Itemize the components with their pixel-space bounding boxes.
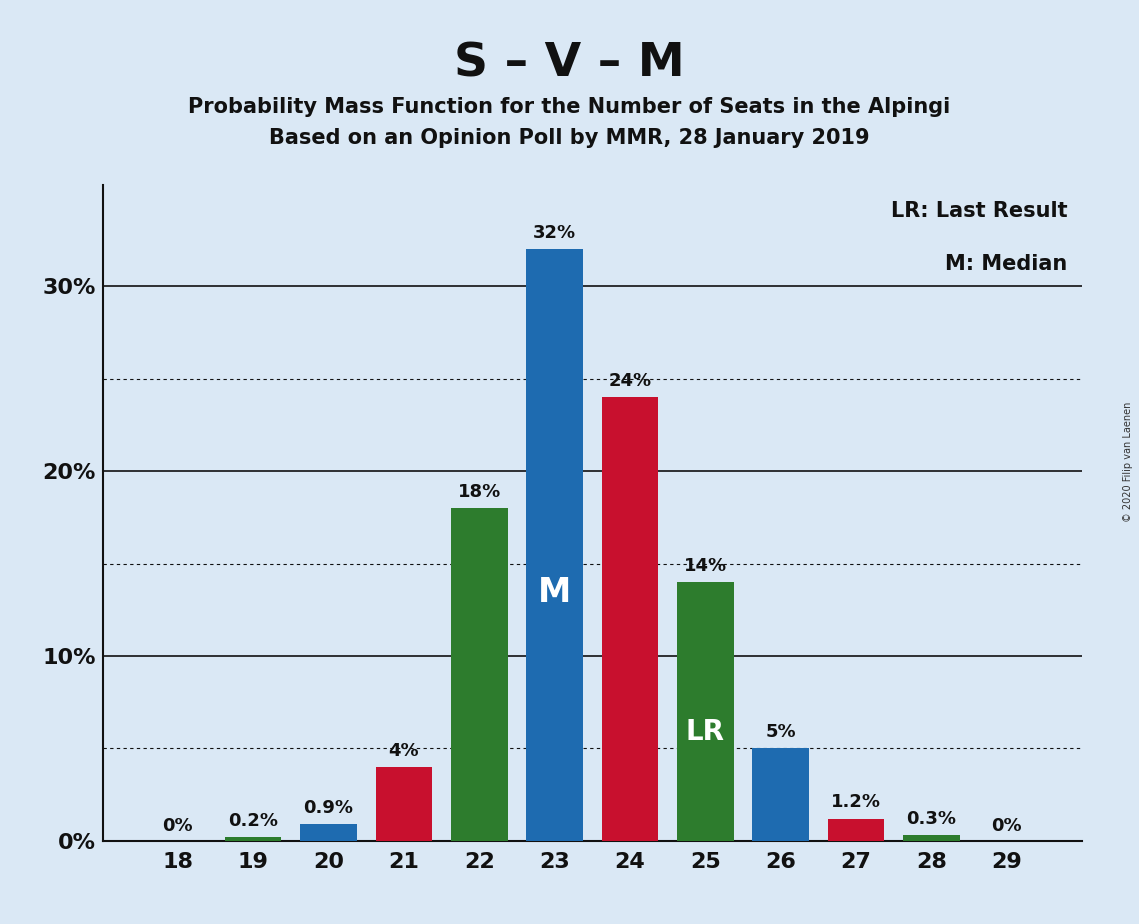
Text: 32%: 32% — [533, 225, 576, 242]
Text: 5%: 5% — [765, 723, 796, 741]
Bar — [677, 582, 734, 841]
Text: 0%: 0% — [991, 818, 1022, 835]
Text: Probability Mass Function for the Number of Seats in the Alpingi: Probability Mass Function for the Number… — [188, 97, 951, 117]
Bar — [828, 819, 884, 841]
Text: 14%: 14% — [683, 557, 727, 575]
Text: M: Median: M: Median — [945, 254, 1067, 274]
Bar — [226, 837, 281, 841]
Bar — [903, 835, 959, 841]
Text: LR: Last Result: LR: Last Result — [891, 201, 1067, 221]
Text: 4%: 4% — [388, 742, 419, 760]
Text: 0.3%: 0.3% — [907, 810, 957, 828]
Text: © 2020 Filip van Laenen: © 2020 Filip van Laenen — [1123, 402, 1133, 522]
Text: S – V – M: S – V – M — [454, 42, 685, 87]
Text: Based on an Opinion Poll by MMR, 28 January 2019: Based on an Opinion Poll by MMR, 28 Janu… — [269, 128, 870, 148]
Text: 1.2%: 1.2% — [831, 794, 880, 811]
Text: 0.2%: 0.2% — [228, 812, 278, 830]
Bar — [753, 748, 809, 841]
Text: 0.9%: 0.9% — [304, 799, 353, 817]
Text: 0%: 0% — [163, 818, 194, 835]
Bar — [601, 397, 658, 841]
Text: LR: LR — [686, 718, 724, 747]
Text: 24%: 24% — [608, 372, 652, 390]
Text: M: M — [538, 576, 572, 609]
Bar — [451, 508, 508, 841]
Bar — [376, 767, 432, 841]
Bar — [301, 824, 357, 841]
Text: 18%: 18% — [458, 483, 501, 501]
Bar — [526, 249, 583, 841]
